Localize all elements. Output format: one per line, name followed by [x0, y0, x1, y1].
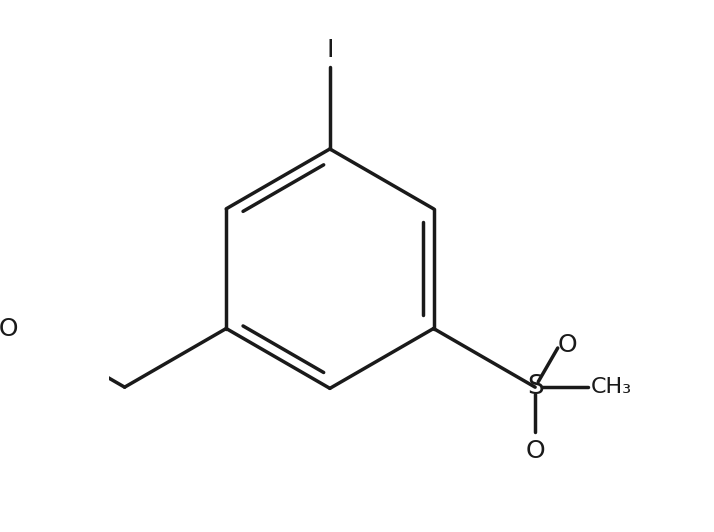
- Text: HO: HO: [0, 317, 19, 340]
- Text: I: I: [326, 38, 333, 62]
- Text: O: O: [526, 439, 545, 463]
- Text: S: S: [527, 374, 543, 400]
- Text: CH₃: CH₃: [591, 377, 632, 397]
- Text: O: O: [558, 334, 577, 358]
